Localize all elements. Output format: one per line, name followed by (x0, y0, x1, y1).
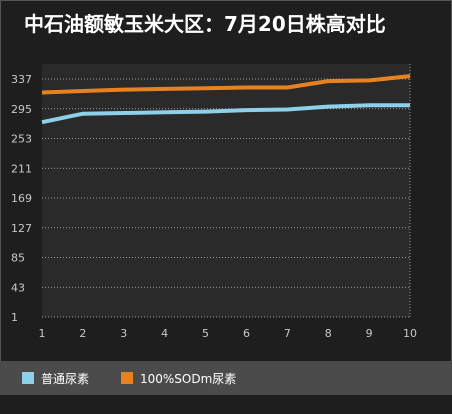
y-tick-label-7: 295 (11, 103, 32, 116)
y-tick-label-8: 337 (11, 73, 32, 86)
y-axis-ticks: 1 43 85 127 169 211 253 295 337 (11, 73, 32, 324)
legend: 普通尿素 100%SODm尿素 (0, 361, 452, 395)
y-tick-label-2: 85 (11, 252, 25, 265)
plot-area (42, 64, 410, 317)
y-tick-label-3: 127 (11, 222, 32, 235)
legend-swatch-normal-urea (22, 372, 34, 384)
x-axis-ticks: 1 2 3 4 5 6 7 8 9 10 (39, 327, 418, 340)
legend-label-normal-urea: 普通尿素 (41, 371, 90, 386)
legend-label-sodm-urea: 100%SODm尿素 (140, 371, 237, 386)
y-tick-label-1: 43 (11, 281, 25, 294)
series-lines (41, 74, 411, 125)
bottom-strip (0, 395, 452, 414)
series-line-1 (41, 74, 411, 95)
x-tick-label-9: 10 (403, 327, 417, 340)
x-tick-label-0: 1 (39, 327, 46, 340)
y-tick-label-5: 211 (11, 162, 32, 175)
x-tick-label-6: 7 (284, 327, 291, 340)
x-tick-label-3: 4 (161, 327, 168, 340)
x-tick-label-4: 5 (202, 327, 209, 340)
series-line-0 (41, 103, 410, 125)
legend-item-sodm-urea: 100%SODm尿素 (121, 361, 236, 395)
y-tick-label-4: 169 (11, 192, 32, 205)
y-tick-label-0: 1 (11, 311, 18, 324)
x-tick-label-8: 9 (366, 327, 373, 340)
chart-title: 中石油额敏玉米大区：7月20日株高对比 (24, 12, 386, 36)
x-tick-label-7: 8 (325, 327, 332, 340)
y-tick-label-6: 253 (11, 133, 32, 146)
legend-item-normal-urea: 普通尿素 (22, 361, 89, 395)
x-tick-label-5: 6 (243, 327, 250, 340)
legend-swatch-sodm-urea (121, 372, 133, 384)
x-tick-label-1: 2 (79, 327, 86, 340)
x-tick-label-2: 3 (120, 327, 127, 340)
